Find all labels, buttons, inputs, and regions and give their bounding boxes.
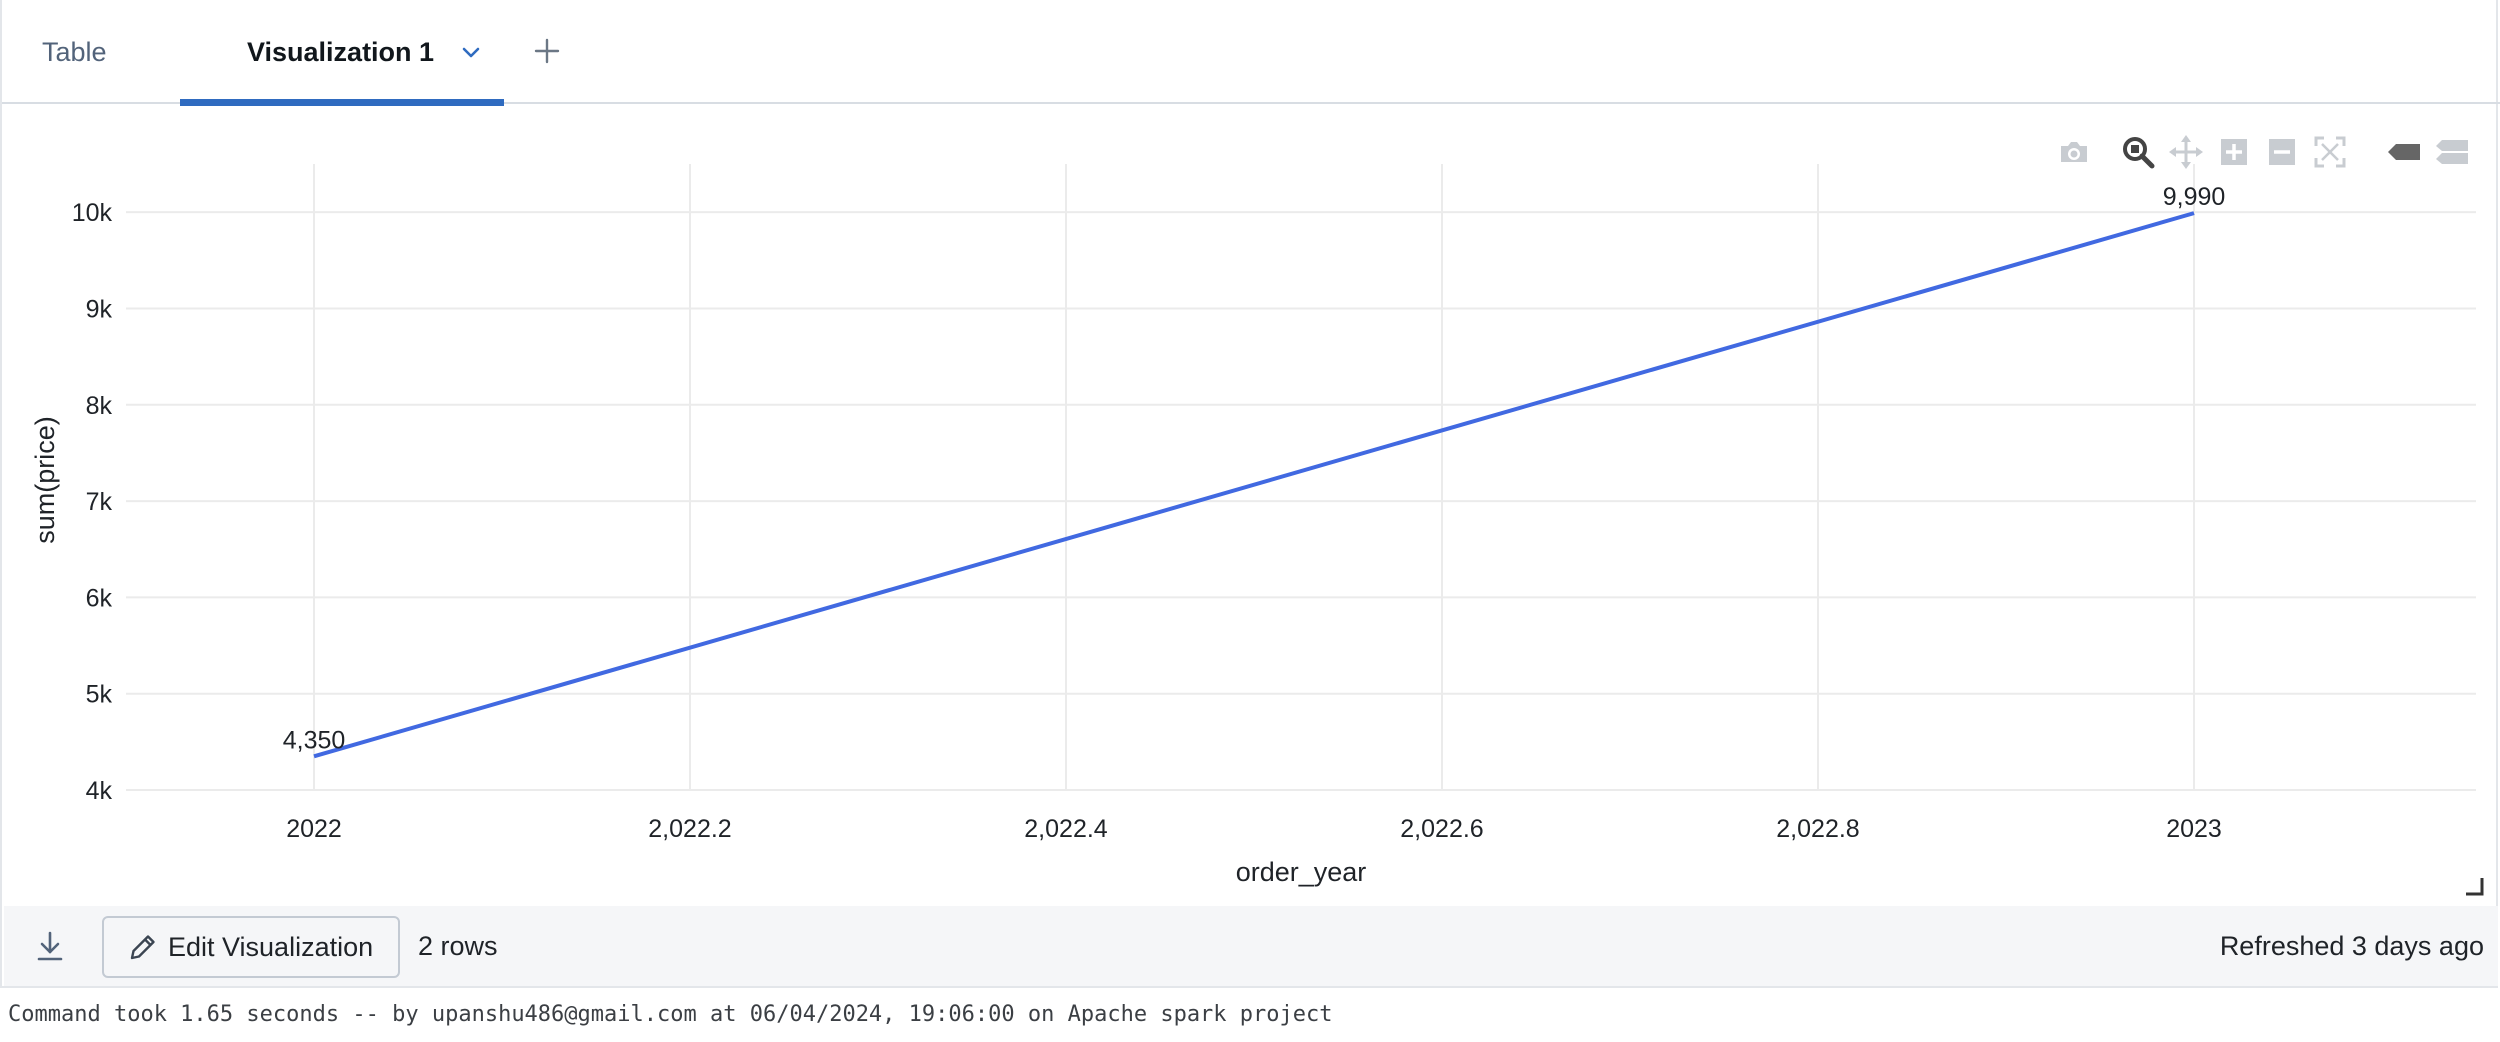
y-axis-title: sum(price) — [30, 416, 60, 544]
x-tick-label: 2022 — [286, 815, 342, 843]
visualization-panel: Table Visualization 1 2022 2,022.2 2,022.4… — [0, 0, 2500, 988]
tab-bar: Table Visualization 1 — [2, 0, 2500, 106]
chevron-down-icon[interactable] — [460, 42, 482, 64]
data-label: 9,990 — [2163, 183, 2226, 211]
visualization-footer: Edit Visualization 2 rows Refreshed 3 da… — [4, 906, 2498, 986]
add-visualization-icon[interactable] — [530, 34, 564, 68]
y-tick-label: 4k — [86, 777, 113, 805]
camera-icon[interactable] — [2056, 134, 2092, 170]
x-tick-label: 2,022.4 — [1024, 815, 1108, 843]
y-tick-label: 8k — [86, 392, 113, 420]
tab-visualization-1-label: Visualization 1 — [247, 37, 435, 67]
command-status-line: Command took 1.65 seconds -- by upanshu4… — [8, 1002, 1333, 1027]
row-count: 2 rows — [418, 931, 498, 961]
active-tab-indicator — [180, 99, 504, 106]
resize-handle[interactable] — [2464, 876, 2484, 896]
download-icon[interactable] — [32, 928, 68, 964]
y-tick-label: 5k — [86, 681, 113, 709]
tab-visualization-1[interactable]: Visualization 1 — [180, 0, 504, 106]
tab-table[interactable]: Table — [42, 37, 107, 67]
pencil-icon — [130, 935, 155, 960]
hover-closest-icon[interactable] — [2386, 134, 2422, 170]
x-tick-label: 2,022.2 — [648, 815, 731, 843]
x-tick-label: 2,022.8 — [1776, 815, 1859, 843]
y-tick-label: 10k — [72, 199, 113, 227]
y-tick-label: 6k — [86, 584, 113, 612]
pan-icon[interactable] — [2168, 134, 2204, 170]
zoom-out-icon[interactable] — [2264, 134, 2300, 170]
autoscale-icon[interactable] — [2312, 134, 2348, 170]
series-line[interactable] — [313, 211, 2195, 759]
x-axis-title: order_year — [1236, 857, 1367, 887]
x-tick-label: 2023 — [2166, 815, 2222, 843]
edit-visualization-label: Edit Visualization — [168, 932, 374, 962]
x-tick-label: 2,022.6 — [1400, 815, 1483, 843]
zoom-in-icon[interactable] — [2216, 134, 2252, 170]
y-tick-label: 7k — [86, 488, 113, 516]
data-label: 4,350 — [283, 726, 346, 754]
refreshed-status: Refreshed 3 days ago — [2219, 931, 2484, 961]
y-tick-label: 9k — [86, 295, 113, 323]
hover-compare-icon[interactable] — [2434, 134, 2470, 170]
line-chart: 2022 2,022.2 2,022.4 2,022.6 2,022.8 2023 4k 5k… — [30, 164, 2476, 887]
zoom-icon[interactable] — [2120, 134, 2156, 170]
edit-visualization-button[interactable]: Edit Visualization — [102, 916, 400, 978]
